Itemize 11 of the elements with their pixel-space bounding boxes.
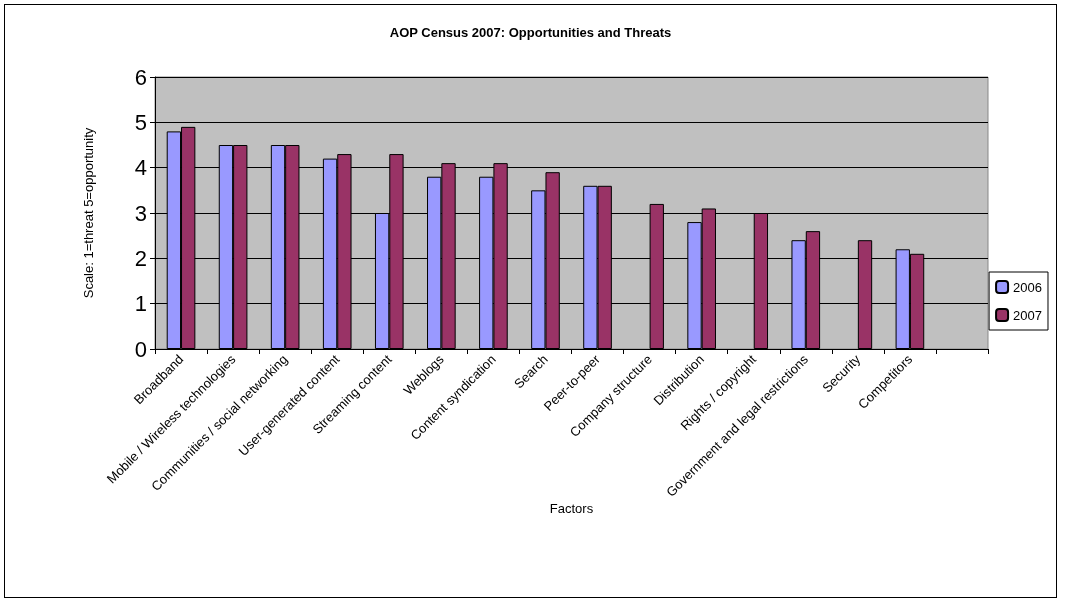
legend-label: 2006 (1013, 279, 1042, 295)
x-axis-title: Factors (549, 501, 594, 517)
legend-label: 2007 (1013, 307, 1042, 323)
y-tick-label: 1 (134, 291, 147, 317)
y-tick-label: 6 (134, 64, 147, 90)
y-tick-label: 5 (134, 109, 147, 135)
y-axis-title: Scale: 1=threat 5=opportunity (81, 127, 96, 299)
chart-title: AOP Census 2007: Opportunities and Threats (389, 25, 672, 40)
y-tick-label: 4 (134, 155, 147, 181)
y-tick-label: 3 (134, 200, 147, 226)
y-tick-label: 2 (134, 245, 147, 271)
